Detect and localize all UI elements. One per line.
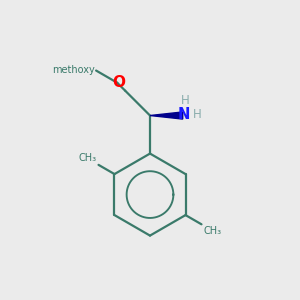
Text: O: O xyxy=(112,75,125,90)
Text: H: H xyxy=(193,108,202,121)
Text: CH₃: CH₃ xyxy=(78,153,96,164)
Polygon shape xyxy=(150,112,183,119)
Text: H: H xyxy=(181,94,189,106)
Text: methoxy: methoxy xyxy=(52,65,94,75)
Text: N: N xyxy=(178,107,190,122)
Text: CH₃: CH₃ xyxy=(204,226,222,236)
